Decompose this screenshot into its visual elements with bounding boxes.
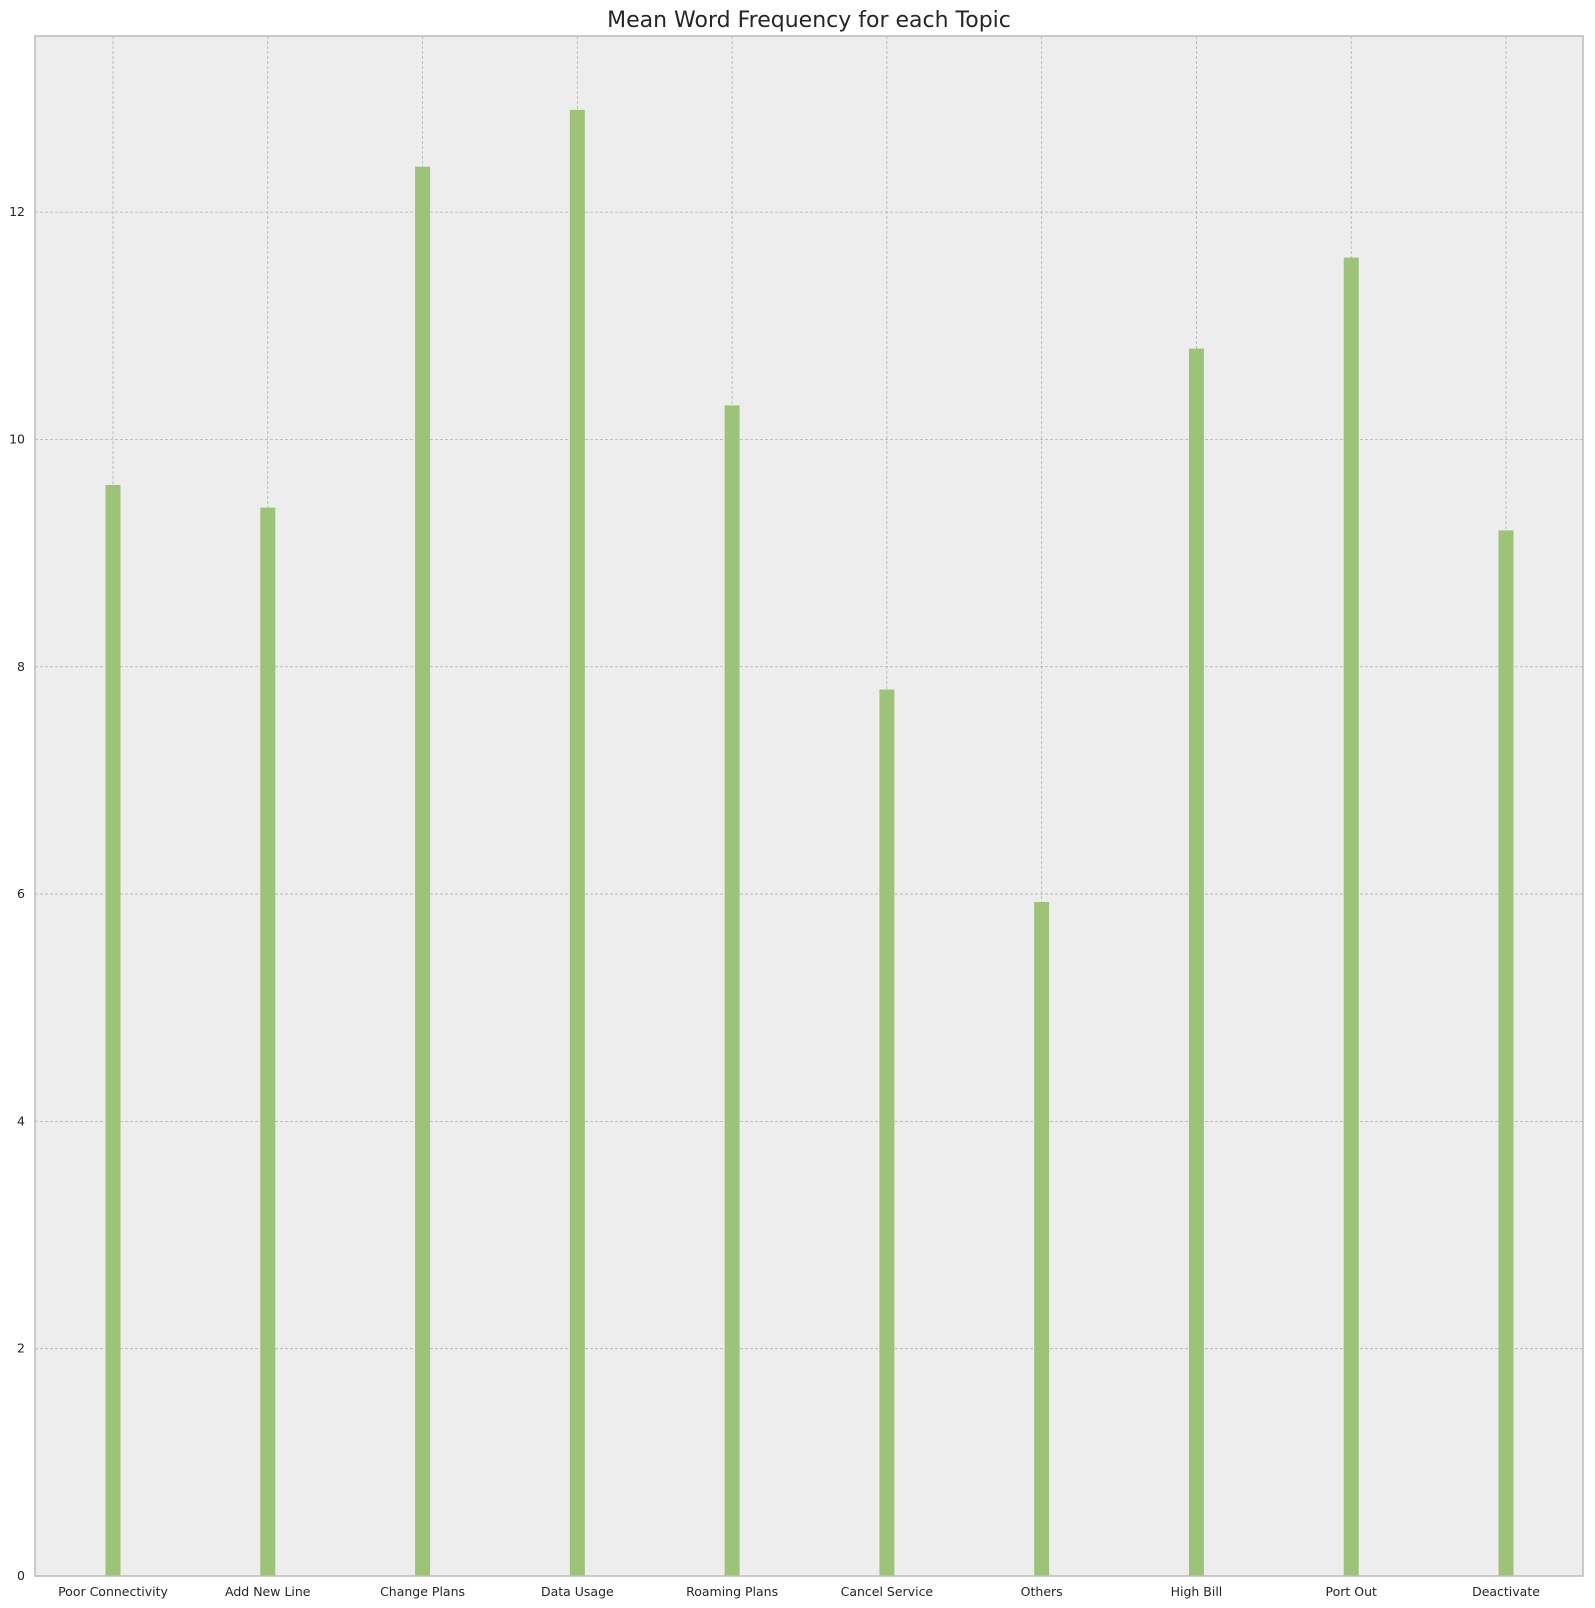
x-tick-label: Change Plans <box>380 1584 465 1599</box>
bars <box>105 109 1514 1577</box>
x-tick-label: Roaming Plans <box>686 1584 778 1599</box>
bar-others <box>1034 902 1050 1576</box>
chart-title: Mean Word Frequency for each Topic <box>607 8 1011 33</box>
bar-data-usage <box>569 109 585 1577</box>
y-tick-label: 12 <box>9 204 25 219</box>
x-tick-label: Poor Connectivity <box>58 1584 168 1599</box>
x-tick-label: Others <box>1021 1584 1063 1599</box>
x-tick-label: Add New Line <box>225 1584 311 1599</box>
x-axis-ticks: Poor Connectivity Add New Line Change Plan… <box>58 1584 1540 1599</box>
x-tick-label: Deactivate <box>1472 1584 1540 1599</box>
plot-frame <box>34 35 1584 1577</box>
y-tick-label: 10 <box>9 431 25 446</box>
bar-port-out <box>1343 257 1359 1576</box>
x-tick-label: High Bill <box>1171 1584 1223 1599</box>
x-tick-label: Port Out <box>1326 1584 1378 1599</box>
bar-poor-connectivity <box>105 484 121 1576</box>
x-tick-label: Data Usage <box>541 1584 614 1599</box>
y-tick-label: 4 <box>17 1113 25 1128</box>
plot-background <box>35 36 1583 1576</box>
bar-add-new-line <box>260 507 276 1576</box>
bar-cancel-service <box>879 689 895 1576</box>
y-axis-ticks: 0 2 4 6 8 10 12 <box>9 204 25 1583</box>
bar-roaming-plans <box>724 405 740 1576</box>
x-tick-label: Cancel Service <box>841 1584 934 1599</box>
y-tick-label: 0 <box>17 1568 25 1583</box>
bar-change-plans <box>415 166 431 1576</box>
bar-deactivate <box>1498 530 1514 1577</box>
y-tick-label: 6 <box>17 886 25 901</box>
y-tick-label: 8 <box>17 659 25 674</box>
y-tick-label: 2 <box>17 1341 25 1356</box>
bar-high-bill <box>1188 348 1204 1576</box>
